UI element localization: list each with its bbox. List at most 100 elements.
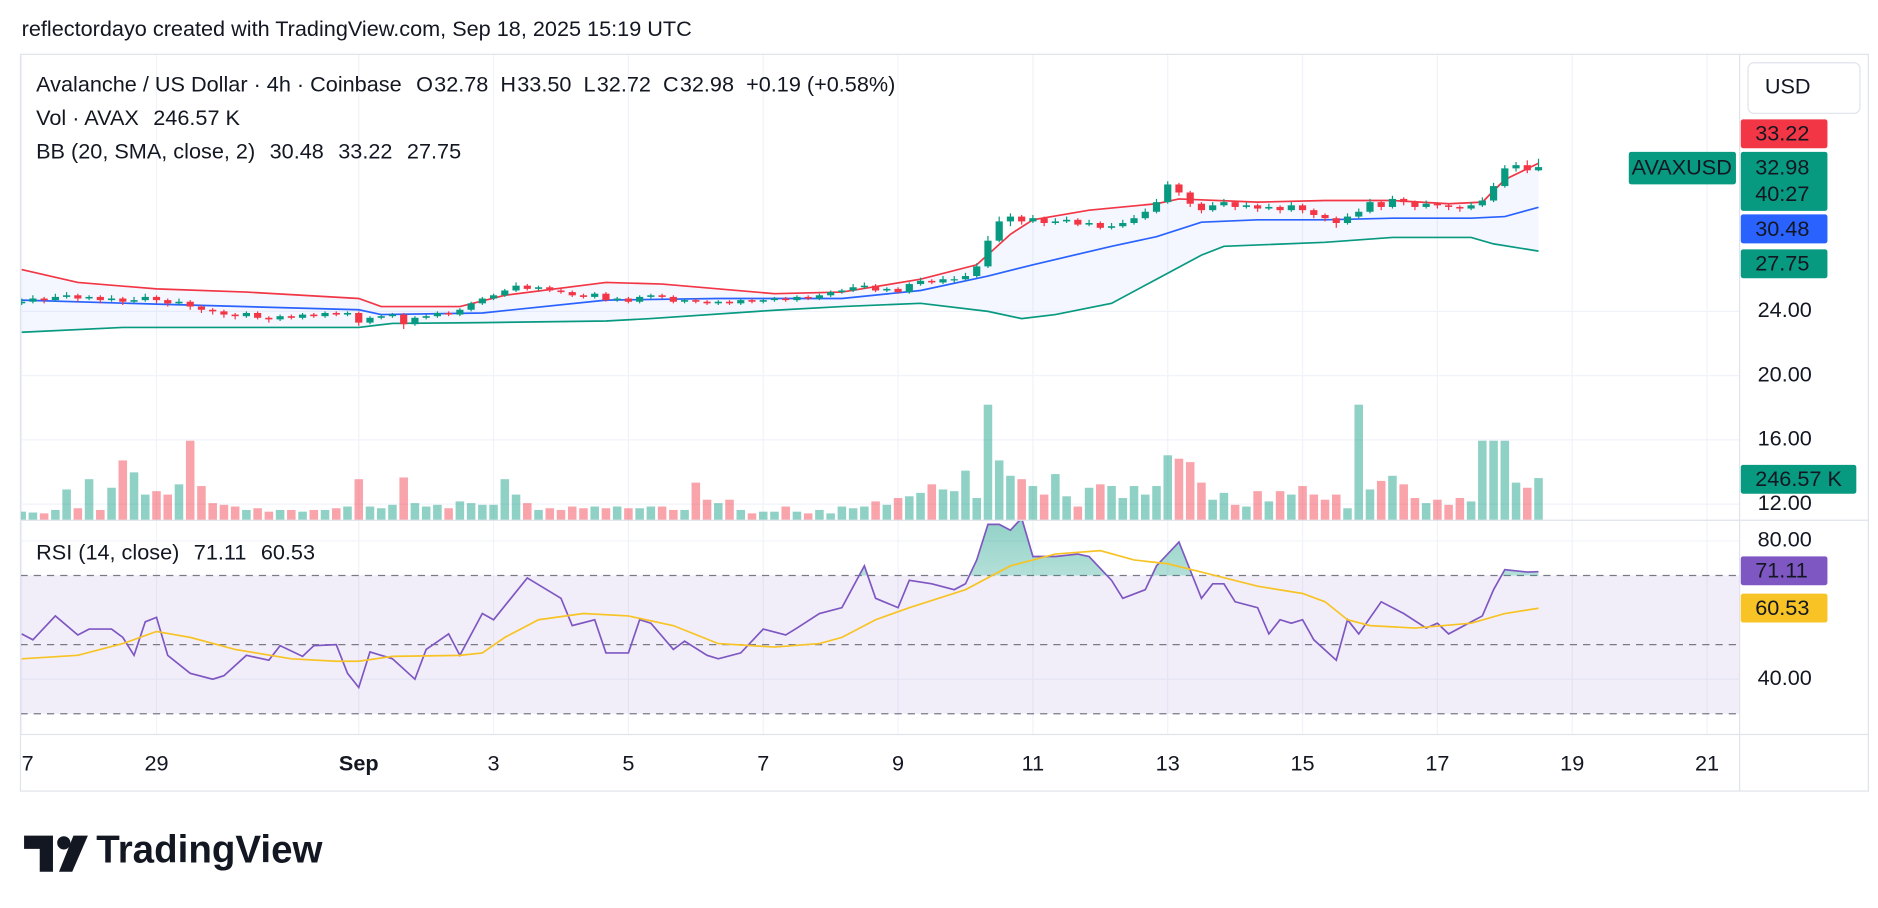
- candle-body: [1366, 202, 1374, 212]
- currency-box[interactable]: [1747, 62, 1861, 114]
- volume-bar: [455, 501, 465, 521]
- price-badge: [1740, 214, 1828, 244]
- candle-body: [860, 285, 868, 288]
- volume-bar: [669, 509, 678, 521]
- candle-body: [388, 314, 397, 317]
- volume-bar: [1433, 499, 1442, 521]
- volume-bar: [264, 511, 274, 521]
- volume-bar: [28, 512, 38, 521]
- candle-body: [1489, 186, 1498, 201]
- candle-body: [377, 316, 385, 318]
- volume-bar: [1230, 504, 1240, 521]
- volume-bar: [309, 509, 319, 521]
- candle-body: [119, 298, 127, 302]
- volume-bar: [1365, 489, 1375, 521]
- candle-body: [254, 312, 262, 318]
- candle-body: [422, 316, 430, 318]
- currency[interactable]: USD: [1765, 74, 1811, 99]
- candle-body: [164, 300, 172, 304]
- candle-body: [343, 312, 352, 315]
- volume-bar: [107, 487, 116, 521]
- volume-bar: [994, 460, 1004, 521]
- volume-bar: [601, 508, 611, 521]
- candle-body: [1096, 223, 1104, 228]
- y-tick-label: 80.00: [1758, 527, 1812, 552]
- candle-body: [636, 296, 644, 302]
- volume-bar: [96, 509, 105, 521]
- price-badge: [1740, 249, 1828, 279]
- x-tick-label: Sep: [339, 750, 379, 775]
- candle-body: [85, 296, 93, 299]
- candle-body: [1467, 205, 1475, 209]
- volume-bar: [1309, 494, 1319, 521]
- candle-body: [546, 287, 554, 291]
- volume-bar: [1331, 494, 1341, 521]
- volume-bar: [1287, 494, 1296, 521]
- volume-bar: [1399, 484, 1408, 521]
- volume-bar: [680, 509, 689, 521]
- volume-bar: [657, 506, 667, 521]
- candle-body: [905, 284, 913, 293]
- candle-body: [1164, 184, 1172, 203]
- x-tick-label: 29: [144, 750, 168, 775]
- candle-body: [321, 312, 329, 317]
- volume-bar: [1129, 486, 1139, 521]
- volume-bar: [433, 504, 442, 521]
- candle-body: [310, 314, 318, 317]
- price-pane: [20, 158, 1543, 521]
- volume-bar: [51, 509, 60, 521]
- volume-bar: [163, 494, 173, 521]
- candle-body: [265, 317, 273, 320]
- volume-bar: [511, 494, 521, 521]
- legend-title: Avalanche / US Dollar · 4h · Coinbase: [36, 71, 402, 96]
- candle-body: [242, 312, 250, 317]
- volume-bar: [84, 479, 94, 521]
- volume-bar: [1219, 492, 1229, 521]
- volume-bar: [242, 509, 251, 521]
- candle-body: [1456, 206, 1464, 209]
- price-badge: [1740, 556, 1828, 586]
- candle-body: [1433, 203, 1441, 206]
- x-tick-label: 9: [892, 750, 904, 775]
- candle-body: [20, 301, 26, 304]
- legend-key: O: [416, 71, 433, 96]
- legend-value: 32.98: [680, 71, 734, 96]
- candle-body: [849, 287, 857, 291]
- candle-body: [63, 295, 71, 297]
- volume-bar: [478, 504, 487, 521]
- volume-bar: [860, 506, 869, 521]
- candle-body: [298, 314, 307, 318]
- volume-bar: [916, 492, 925, 521]
- volume-bar: [1006, 475, 1015, 521]
- volume-bar: [702, 499, 712, 521]
- price-badge-label: 30.48: [1755, 216, 1809, 241]
- volume-bar: [1253, 491, 1262, 521]
- volume-bar: [1376, 480, 1386, 521]
- candle-body: [928, 280, 936, 283]
- volume-bar: [534, 509, 543, 521]
- price-badge: [1740, 151, 1828, 211]
- candle-body: [1141, 211, 1149, 219]
- y-tick-label: 12.00: [1758, 490, 1812, 515]
- legend-title: RSI (14, close): [36, 540, 179, 565]
- volume-bar: [343, 506, 352, 521]
- candle-body: [939, 279, 947, 283]
- y-tick-label: 24.00: [1758, 297, 1812, 322]
- legend-value: 30.48: [270, 139, 324, 164]
- volume-bar: [1298, 486, 1307, 521]
- candle-body: [478, 298, 486, 304]
- candle-body: [1152, 202, 1161, 212]
- volume-bar: [736, 509, 746, 521]
- volume-bar: [1174, 458, 1184, 521]
- legend-value: 60.53: [261, 540, 315, 565]
- volume-bar: [882, 504, 892, 521]
- volume-bar: [20, 511, 26, 521]
- time-axis: 27 29 Sep 3 5 7 9 11 13 15 17 19 21: [20, 750, 1719, 775]
- volume-bar: [410, 503, 420, 521]
- candle-body: [1018, 216, 1026, 222]
- volume-bar: [320, 509, 330, 521]
- logo-text: TradingView: [96, 829, 323, 872]
- volume-bar: [298, 511, 307, 521]
